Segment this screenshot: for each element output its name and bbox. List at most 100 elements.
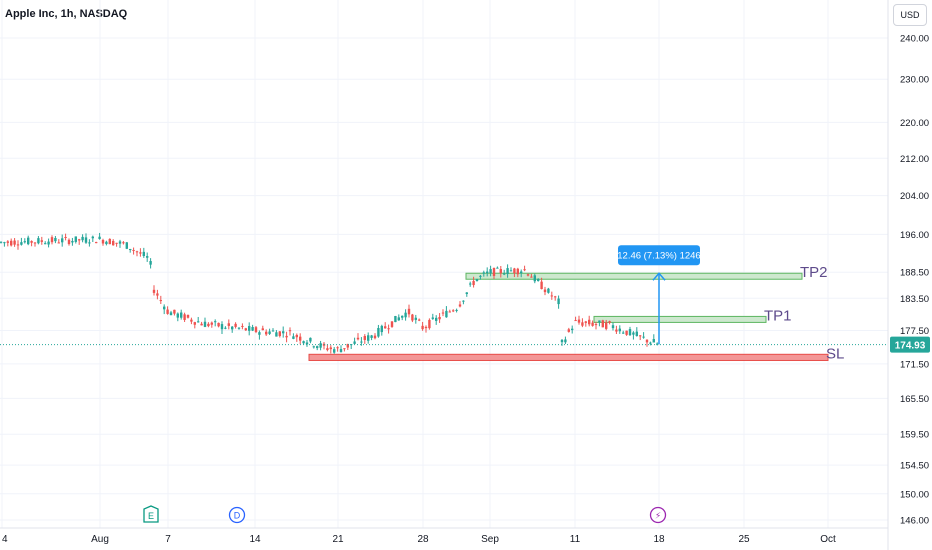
candle-body: [129, 249, 132, 251]
candle-body: [560, 339, 564, 343]
candle-body: [241, 325, 244, 327]
candle-body: [176, 313, 179, 318]
candle: [407, 304, 411, 318]
currency-button[interactable]: USD: [893, 4, 927, 26]
candle: [384, 322, 387, 329]
candle-body: [387, 328, 390, 330]
candle-body: [173, 309, 176, 314]
candle: [652, 334, 655, 343]
candle: [190, 317, 193, 325]
candle: [98, 232, 101, 240]
candle-body: [37, 238, 40, 244]
x-tick-label: Sep: [481, 534, 499, 545]
x-tick-label: 18: [653, 534, 665, 545]
candle: [496, 266, 499, 269]
candle: [346, 343, 349, 351]
event-marker-dividend[interactable]: D: [228, 506, 246, 524]
event-marker-split[interactable]: ⚡: [649, 506, 667, 524]
candle: [499, 265, 502, 278]
y-tick-label: 159.50: [900, 430, 929, 441]
candle-body: [625, 330, 628, 335]
candle-body: [407, 308, 411, 315]
candle: [40, 236, 43, 245]
candle-body: [217, 322, 220, 327]
candle-body: [248, 326, 251, 331]
candle-body: [404, 312, 407, 318]
candle-body: [339, 349, 343, 353]
measure-tool[interactable]: 12.46 (7.13%) 1246: [617, 245, 701, 345]
earnings-icon: [143, 505, 159, 523]
candle: [166, 306, 169, 315]
candle-body: [489, 269, 492, 274]
candle-body: [193, 322, 196, 325]
candle-body: [537, 279, 540, 281]
candle: [305, 340, 309, 347]
candle-body: [492, 267, 496, 276]
x-tick-label: 21: [332, 534, 344, 545]
candle: [254, 325, 258, 334]
event-marker-label: ⚡: [655, 512, 661, 522]
dividend-icon: [228, 506, 246, 524]
candle: [101, 238, 105, 246]
candle-body: [373, 335, 377, 339]
candle-body: [203, 321, 207, 327]
candle-body: [261, 328, 264, 331]
candle-body: [543, 289, 547, 293]
candle-body: [122, 242, 125, 244]
candle-body: [401, 315, 404, 318]
candle-body: [231, 326, 234, 330]
candle-body: [30, 241, 33, 243]
candle: [445, 306, 448, 318]
candle-body: [312, 346, 315, 348]
candle-body: [428, 319, 431, 329]
candle-body: [0, 241, 3, 243]
candle: [275, 330, 278, 337]
trade-zones: TP2 TP1 SL: [308, 264, 844, 362]
candle-body: [486, 271, 489, 274]
event-marker-earnings[interactable]: E: [143, 505, 159, 523]
candle-body: [639, 335, 642, 337]
candle-body: [6, 241, 9, 243]
candle: [639, 335, 642, 341]
candle: [642, 332, 645, 339]
candle-body: [142, 251, 145, 256]
x-tick-label: Oct: [820, 534, 836, 545]
candle-body: [472, 280, 475, 286]
candle-body: [540, 281, 543, 290]
candle-body: [455, 309, 458, 311]
candle-body: [139, 252, 142, 254]
candle: [435, 315, 438, 325]
candle: [475, 278, 479, 282]
candle-body: [411, 314, 414, 321]
candle: [30, 240, 33, 247]
candle: [210, 321, 213, 328]
candle-body: [523, 269, 526, 271]
chart-title: Apple Inc, 1h, NASDAQ: [5, 8, 128, 20]
candle: [244, 327, 247, 331]
candle-body: [33, 242, 37, 244]
candle: [458, 301, 462, 308]
candle-body: [564, 339, 567, 343]
candle-body: [166, 309, 169, 314]
candle: [370, 334, 373, 341]
candle-body: [71, 241, 74, 243]
candle: [71, 237, 74, 246]
candle-body: [397, 317, 400, 321]
candle: [618, 325, 621, 334]
candle: [227, 319, 230, 330]
candle: [115, 242, 118, 247]
candle: [203, 317, 207, 328]
candle: [16, 240, 20, 250]
candle-body: [482, 272, 485, 274]
candle: [363, 334, 366, 344]
candle: [54, 235, 57, 244]
candle-body: [214, 321, 217, 323]
candle-body: [496, 267, 499, 269]
event-markers[interactable]: E D ⚡: [143, 505, 667, 524]
candle-body: [220, 324, 224, 330]
candle-body: [278, 331, 281, 336]
candle: [421, 321, 424, 331]
candle-body: [632, 332, 635, 335]
